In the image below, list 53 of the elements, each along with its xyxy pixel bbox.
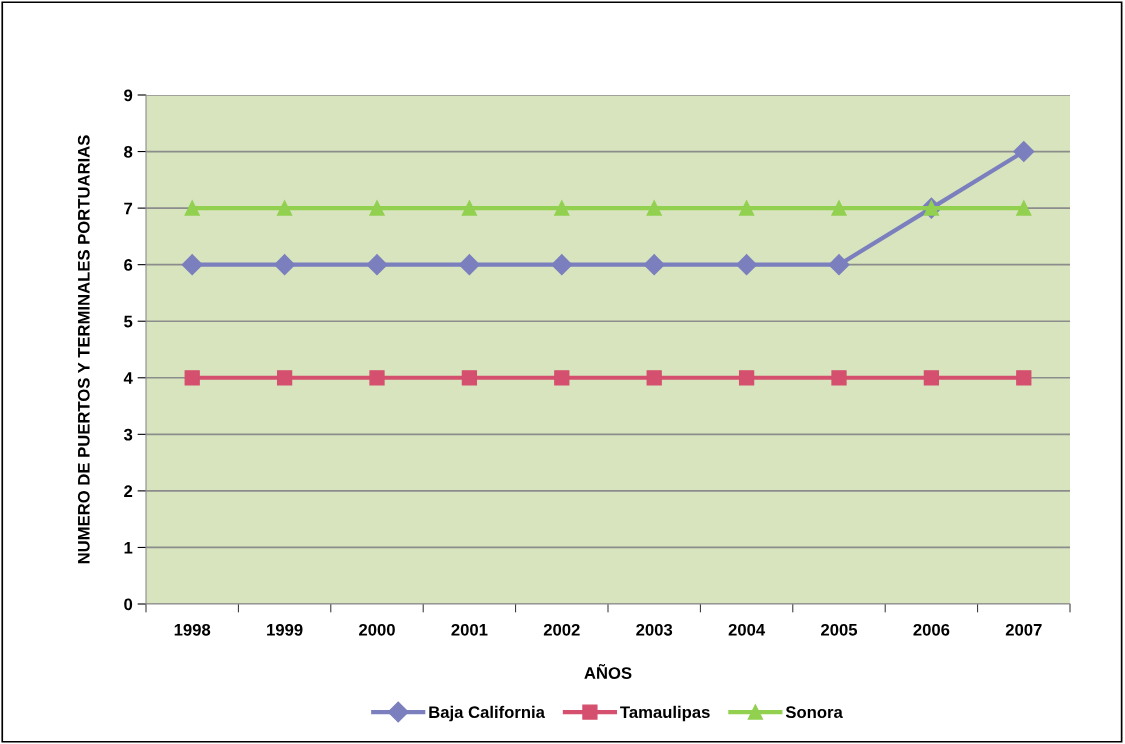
- point: [831, 370, 847, 386]
- y-tick-label: 1: [124, 542, 133, 554]
- x-tick-label: 2005: [821, 623, 858, 636]
- point: [923, 370, 940, 386]
- point: [461, 200, 478, 216]
- point: [1016, 370, 1032, 386]
- legend-label: Sonora: [785, 706, 843, 719]
- point: [738, 200, 755, 216]
- point: [184, 370, 200, 386]
- point: [461, 370, 478, 386]
- point: [643, 254, 665, 276]
- point: [828, 254, 850, 276]
- y-tick-label: 9: [124, 89, 133, 102]
- x-tick-label: 2000: [359, 623, 395, 636]
- y-tick-label: 5: [124, 315, 133, 328]
- x-axis-title: AÑOS: [584, 664, 632, 679]
- point: [738, 370, 755, 386]
- y-tick-label: 3: [123, 428, 133, 441]
- x-tick-label: 2003: [636, 623, 673, 636]
- legend-label: Baja California: [429, 705, 546, 722]
- point: [369, 200, 385, 216]
- x-tick-label: 2006: [913, 623, 950, 636]
- point: [554, 370, 570, 386]
- x-tick-label: 1998: [174, 623, 211, 636]
- point: [551, 254, 573, 276]
- y-axis-title: NUMERO DE PUERTOS Y TERMINALES PORTUARIAS: [77, 135, 90, 564]
- x-tick-label: 2004: [728, 623, 766, 636]
- point: [184, 200, 200, 216]
- y-tick-label: 4: [123, 372, 133, 384]
- point: [366, 254, 388, 276]
- y-tick-label: 8: [124, 145, 133, 158]
- legend-label: Tamaulipas: [620, 705, 710, 722]
- point: [1016, 200, 1032, 216]
- point: [554, 200, 570, 216]
- x-tick-label: 2002: [543, 623, 580, 636]
- point: [276, 370, 293, 386]
- point: [458, 254, 480, 276]
- point: [831, 200, 847, 216]
- x-tick-label: 1999: [267, 623, 303, 636]
- point: [369, 370, 385, 386]
- y-tick-label: 7: [124, 202, 133, 215]
- point: [274, 254, 296, 276]
- point: [646, 200, 662, 216]
- x-tick-label: 2001: [451, 623, 488, 636]
- point: [736, 254, 758, 276]
- point: [1013, 141, 1035, 163]
- x-tick-label: 2007: [1005, 623, 1042, 636]
- y-tick-label: 6: [124, 259, 133, 271]
- point: [181, 254, 203, 276]
- y-tick-label: 0: [124, 598, 133, 611]
- point: [276, 200, 293, 216]
- point: [646, 370, 662, 386]
- y-tick-label: 2: [124, 485, 133, 497]
